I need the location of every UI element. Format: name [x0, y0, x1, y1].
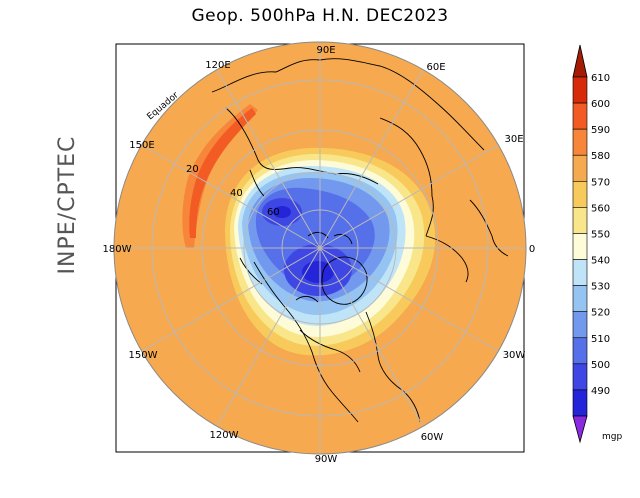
colorbar-box [572, 389, 588, 417]
longitude-grid [114, 42, 526, 454]
colorbar-level-label: 520 [591, 308, 610, 319]
lon-label-90e: 90E [316, 45, 335, 56]
colorbar-level-label: 540 [591, 256, 610, 267]
lon-label-120e: 120E [205, 60, 230, 71]
lat-label-20: 20 [186, 164, 199, 175]
lon-label-180w: 180W [103, 244, 132, 255]
longitude-labels: 90E 60E 30E 0 30W 60W 90W 120W 150W 180W… [103, 45, 536, 465]
lat-label-40: 40 [230, 188, 243, 199]
colorbar-bottom-triangle [572, 415, 588, 444]
lon-label-150e: 150E [129, 140, 154, 151]
lon-label-120w: 120W [210, 430, 239, 441]
lon-label-60e: 60E [426, 62, 445, 73]
colorbar-level-label: 600 [591, 99, 610, 110]
coastlines [211, 58, 509, 423]
colorbar-box [572, 233, 588, 260]
colorbar-level-label: 530 [591, 282, 610, 293]
geopotential-field [114, 42, 526, 454]
latitude-labels: 20 40 60 [186, 164, 280, 218]
colorbar-level-label: 500 [591, 360, 610, 371]
colorbar-box [572, 363, 588, 391]
colorbar-box [572, 311, 588, 339]
colorbar-level-label: 560 [591, 203, 610, 214]
lat-label-60: 60 [267, 207, 280, 218]
contour-490-core-a [273, 206, 291, 218]
colorbar-labels: 610 600 590 580 570 560 550 540 530 520 510 500 490 [591, 73, 610, 397]
colorbar-box [572, 337, 588, 365]
colorbar-box [572, 207, 588, 234]
map-boundary [113, 41, 527, 455]
lon-label-150w: 150W [129, 350, 158, 361]
colorbar: 610600590580570560550540530520510500490 … [572, 44, 622, 444]
colorbar-boxes [572, 76, 588, 417]
lon-label-30e: 30E [504, 134, 523, 145]
colorbar-top-triangle [572, 44, 588, 78]
colorbar-box [572, 154, 588, 182]
colorbar-box [572, 102, 588, 130]
lon-label-0: 0 [529, 244, 535, 255]
map-title: Geop. 500hPa H.N. DEC2023 [191, 6, 449, 26]
colorbar-level-label: 580 [591, 151, 610, 162]
colorbar-box [572, 259, 588, 286]
colorbar-level-label: 570 [591, 177, 610, 188]
colorbar-box [572, 128, 588, 156]
colorbar-unit: mgp [602, 432, 622, 442]
colorbar-level-label: 590 [591, 125, 610, 136]
lon-label-60w: 60W [421, 432, 444, 443]
colorbar-level-label: 550 [591, 229, 610, 240]
lon-label-90w: 90W [315, 454, 338, 465]
colorbar-box [572, 181, 588, 208]
band-600 [189, 108, 256, 238]
institution-label: INPE/CPTEC [55, 136, 80, 275]
colorbar-box [572, 76, 588, 104]
colorbar-box [572, 285, 588, 312]
colorbar-level-label: 510 [591, 334, 610, 345]
lon-label-30w: 30W [503, 350, 526, 361]
colorbar-level-label: 610 [591, 73, 610, 84]
colorbar-level-label: 490 [591, 386, 610, 397]
